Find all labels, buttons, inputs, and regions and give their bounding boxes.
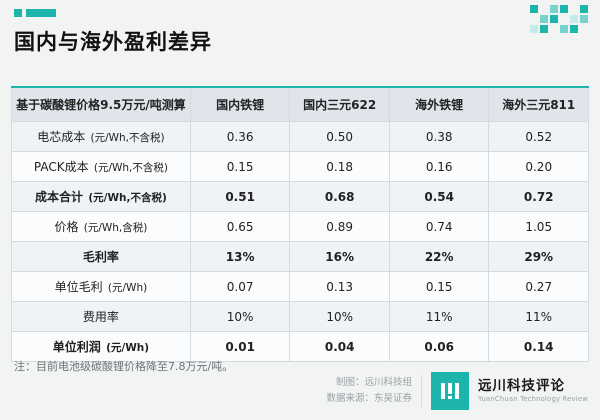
row-label: 电芯成本 (元/Wh,不含税) xyxy=(11,121,191,152)
brand-name-en: YuanChuan Technology Review xyxy=(477,395,588,404)
row-label: 费用率 xyxy=(11,301,191,332)
table-cell: 0.27 xyxy=(488,271,589,302)
table-container: 基于碳酸锂价格9.5万元/吨测算 国内铁锂 国内三元622 海外铁锂 海外三元811 电… xyxy=(11,86,589,362)
profit-table: 基于碳酸锂价格9.5万元/吨测算 国内铁锂 国内三元622 海外铁锂 海外三元811 电… xyxy=(11,86,589,362)
table-row: 毛利率 13% 16% 22% 29% xyxy=(11,241,589,272)
brand-name: 远川科技评论 YuanChuan Technology Review xyxy=(478,378,588,403)
row-label: 价格 (元/Wh,含税) xyxy=(11,211,191,242)
table-cell: 0.65 xyxy=(189,211,291,242)
table-cell: 0.51 xyxy=(189,181,291,212)
table-cell: 22% xyxy=(388,241,490,272)
table-header-row: 基于碳酸锂价格9.5万元/吨测算 国内铁锂 国内三元622 海外铁锂 海外三元811 xyxy=(11,86,589,122)
credits: 制图：远川科技组 数据来源：东吴证券 xyxy=(326,375,412,407)
table-cell: 0.54 xyxy=(388,181,490,212)
table-cell: 0.06 xyxy=(388,331,490,362)
table-cell: 10% xyxy=(289,301,390,332)
table-cell: 11% xyxy=(388,301,490,332)
table-head: 基于碳酸锂价格9.5万元/吨测算 国内铁锂 国内三元622 海外铁锂 海外三元811 xyxy=(11,86,589,122)
table-row: 单位毛利 (元/Wh) 0.07 0.13 0.15 0.27 xyxy=(11,271,589,302)
brand-block: 制图：远川科技组 数据来源：东吴证券 远川科技评论 YuanChuan Tech… xyxy=(326,372,588,410)
table-cell: 1.05 xyxy=(488,211,589,242)
table-cell: 13% xyxy=(189,241,291,272)
table-cell: 11% xyxy=(488,301,589,332)
row-label: 毛利率 xyxy=(11,241,191,272)
table-row: 价格 (元/Wh,含税) 0.65 0.89 0.74 1.05 xyxy=(11,211,589,242)
row-label: PACK成本 (元/Wh,不含税) xyxy=(11,151,191,182)
table-body: 电芯成本 (元/Wh,不含税) 0.36 0.50 0.38 0.52 PACK成本 (元… xyxy=(11,121,589,362)
table-cell: 0.15 xyxy=(388,271,490,302)
page-title: 国内与海外盈利差异 xyxy=(14,30,212,54)
table-row: 电芯成本 (元/Wh,不含税) 0.36 0.50 0.38 0.52 xyxy=(11,121,589,152)
credit-maker: 制图：远川科技组 xyxy=(335,376,412,388)
table-cell: 0.72 xyxy=(488,181,589,212)
table-cell: 0.50 xyxy=(289,121,390,152)
table-cell: 0.15 xyxy=(189,151,291,182)
table-cell: 0.74 xyxy=(388,211,490,242)
pixel-decoration xyxy=(530,5,588,33)
table-row: 成本合计 (元/Wh,不含税) 0.51 0.68 0.54 0.72 xyxy=(11,181,589,212)
table-cell: 0.38 xyxy=(388,121,490,152)
table-cell: 0.16 xyxy=(388,151,490,182)
table-cell: 16% xyxy=(289,241,390,272)
table-row: 费用率 10% 10% 11% 11% xyxy=(11,301,589,332)
table-cell: 10% xyxy=(189,301,291,332)
table-cell: 0.20 xyxy=(488,151,589,182)
table-header-metric: 基于碳酸锂价格9.5万元/吨测算 xyxy=(11,86,191,122)
row-label: 单位毛利 (元/Wh) xyxy=(11,271,191,302)
footnote: 注：目前电池级碳酸锂价格降至7.8万元/吨。 xyxy=(14,360,234,373)
table-row: PACK成本 (元/Wh,不含税) 0.15 0.18 0.16 0.20 xyxy=(11,151,589,182)
table-cell: 0.89 xyxy=(289,211,390,242)
table-header-column: 海外铁锂 xyxy=(388,86,490,122)
table-header-column: 国内三元622 xyxy=(289,86,390,122)
table-cell: 0.18 xyxy=(289,151,390,182)
table-cell: 0.36 xyxy=(189,121,291,152)
table-row: 单位利润 (元/Wh) 0.01 0.04 0.06 0.14 xyxy=(11,331,589,362)
table-cell: 0.68 xyxy=(289,181,390,212)
corner-decoration xyxy=(14,9,56,17)
row-label: 成本合计 (元/Wh,不含税) xyxy=(11,181,191,212)
table-cell: 0.52 xyxy=(488,121,589,152)
table-cell: 0.07 xyxy=(189,271,291,302)
table-cell: 29% xyxy=(488,241,589,272)
brand-name-cn: 远川科技评论 xyxy=(477,378,565,395)
table-cell: 0.04 xyxy=(289,331,390,362)
square-decoration xyxy=(14,9,22,17)
credit-source: 数据来源：东吴证券 xyxy=(326,393,412,404)
table-header-column: 国内铁锂 xyxy=(189,86,291,122)
table-cell: 0.14 xyxy=(488,331,589,362)
table-header-column: 海外三元811 xyxy=(488,86,589,122)
row-label: 单位利润 (元/Wh) xyxy=(11,331,191,362)
brand-logo-icon xyxy=(430,372,469,410)
divider xyxy=(420,375,422,407)
table-cell: 0.01 xyxy=(189,331,291,362)
table-cell: 0.13 xyxy=(289,271,390,302)
bar-decoration xyxy=(26,9,56,17)
